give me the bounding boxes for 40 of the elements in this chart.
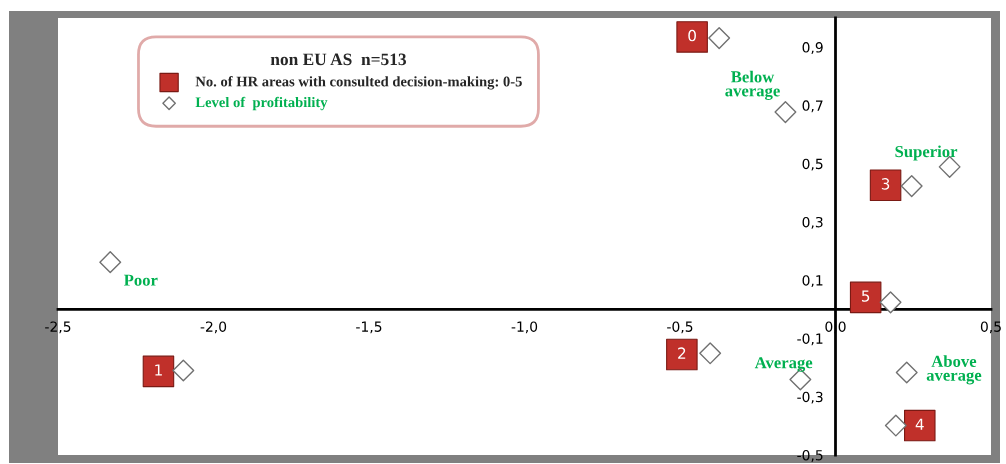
annotation: 0 [688,29,696,42]
point [99,251,122,274]
annotation: Below average [725,70,780,100]
point [172,359,195,382]
y-tick-label: -0,1 [797,333,823,346]
legend-label: Level of profitability [195,96,328,111]
annotation: Average [754,357,813,372]
annotation: 1 [155,364,162,376]
y-tick-label: 0,3 [802,216,823,229]
legend-title: non EU AS n=513 [270,53,407,66]
annotation: 2 [678,347,686,359]
point [142,355,175,388]
x-tick-label: -2,0 [200,321,227,334]
y-tick-label: 0,5 [802,158,823,171]
point [900,175,923,198]
point [666,338,698,371]
y-tick-label: 0,7 [802,100,823,113]
x-tick-label: -0,5 [667,321,693,334]
point [849,281,882,314]
x-tick-label: -1,0 [511,321,538,334]
annotation: 3 [881,178,890,190]
point [869,169,902,201]
point [895,361,918,384]
x-tick-label: -1,5 [356,321,382,334]
point [699,342,722,365]
legend-label: No. of HR areas with consulted decision-making: 0-5 [195,76,522,90]
annotation: Superior [895,145,958,161]
point [884,414,907,437]
y-tick-label: -0,3 [797,391,823,404]
annotation: Above average [926,355,982,385]
point [774,101,797,124]
annotation: Poor [123,274,158,286]
x-tick-label: 0,5 [980,321,1001,334]
annotation: 4 [915,418,924,430]
annotation: 5 [861,290,870,302]
y-tick-label: 0,1 [802,275,823,288]
y-tick-label: 0,9 [802,42,823,55]
point [708,27,731,50]
x-tick-label: -2,5 [45,321,71,334]
point [879,291,902,314]
